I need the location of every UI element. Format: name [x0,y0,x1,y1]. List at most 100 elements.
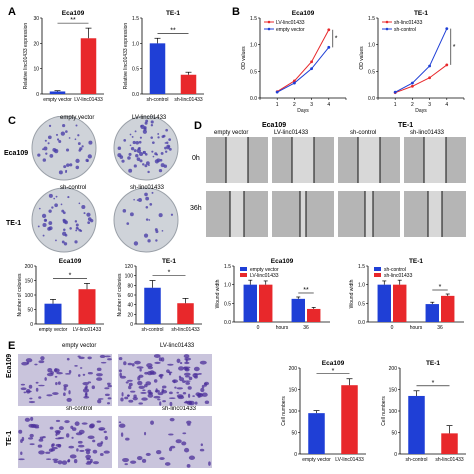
migrated-cell [184,380,191,382]
colony [138,198,142,202]
colony [142,163,145,166]
panel-letter-c: C [8,115,16,127]
colony [65,148,70,152]
migrated-cell [185,358,188,363]
migrated-cell [38,384,45,387]
chart-title: Eca109 [322,360,345,367]
y-tick-label: 100 [25,293,34,299]
migrated-cell [124,463,128,466]
migrated-cell [47,367,53,373]
e-row-eca109: Eca109 [6,353,13,378]
colony [38,207,41,210]
migrated-cell [118,369,122,373]
migrated-cell [150,420,154,425]
colony [58,170,63,175]
migrated-cell [184,368,189,371]
colony [130,146,135,151]
colony [75,124,78,127]
migrated-cell [131,363,135,367]
colony [62,124,66,128]
y-axis-label: Number of colonies [117,273,123,317]
migrated-cell [107,358,112,361]
colony [62,211,66,215]
migrated-cell [85,392,88,396]
colony [152,155,155,158]
migrated-cell [66,433,70,438]
y-axis-label: Cell numbers [281,396,287,426]
migrated-cell [200,387,205,393]
migrated-cell [195,392,201,397]
chart-e-te1-cells: 0 50 100 150 200 TE-1 Cell numbers sh-control sh… [381,360,466,463]
colony [151,150,154,153]
colony [136,148,142,153]
migrated-cell [78,429,85,434]
migrated-cell [57,381,61,385]
migrated-cell [177,395,185,400]
migrated-cell [20,439,23,444]
migrated-cell [201,384,205,389]
migrated-cell [51,443,54,448]
bar [441,295,455,322]
migrated-cell [118,423,126,428]
colony [49,154,54,158]
colony [129,212,134,217]
y-tick-label: 60 [127,293,133,299]
migrated-cell [144,431,147,436]
x-tick-label: empty vector [39,327,68,333]
significance-mark: * [168,270,171,277]
migrated-cell [71,436,74,439]
bar [80,38,97,94]
colony [54,203,58,208]
y-tick-label: 1.5 [358,264,365,270]
y-tick-label: 1.0 [368,43,375,49]
data-point [327,28,331,32]
colony [55,239,57,242]
bar [243,284,257,322]
colony [165,141,169,145]
colony [45,152,48,155]
migrated-cell [63,384,69,388]
migrated-cell [119,375,127,379]
migrated-cell [38,360,45,364]
migrated-cell [79,367,83,369]
migrated-cell [187,393,191,398]
migrated-cell [198,373,202,375]
migrated-cell [176,358,181,364]
migrated-cell [141,458,147,463]
migrated-cell [87,435,95,440]
colony [135,141,140,145]
migrated-cell [137,376,141,381]
colony [42,158,47,162]
colony [149,203,153,206]
migrated-cell [192,395,195,398]
migrated-cell [21,361,29,366]
bar [44,303,62,324]
y-tick-label: 50 [291,431,297,437]
colony [83,212,86,215]
colony [129,133,132,136]
colony [43,218,47,222]
y-tick-label: 0.0 [224,320,231,326]
colony [75,165,80,170]
legend-label: sh-linc01433 [394,20,423,26]
migrated-cell [159,401,162,406]
colony [77,134,80,137]
y-tick-label: 20 [33,41,39,47]
migrated-cell [29,433,34,438]
migrated-cell [56,430,61,435]
migrated-cell [144,371,149,375]
colony [147,170,150,174]
significance-mark: ** [170,27,176,34]
migrated-cell [50,448,55,452]
colony [47,142,50,145]
colony [133,198,135,201]
wound-gap [365,191,373,237]
colony [145,161,150,166]
chart-c-te1-colonies: 0 20 40 60 80 100 120 TE-1 Number of colonies sh-… [117,258,202,333]
x-tick-label: 36 [437,325,443,331]
migrated-cell [168,447,173,452]
migrated-cell [153,379,158,383]
legend-label: LV-linc01433 [250,273,279,279]
colony [75,229,78,232]
migrated-cell [130,390,136,393]
